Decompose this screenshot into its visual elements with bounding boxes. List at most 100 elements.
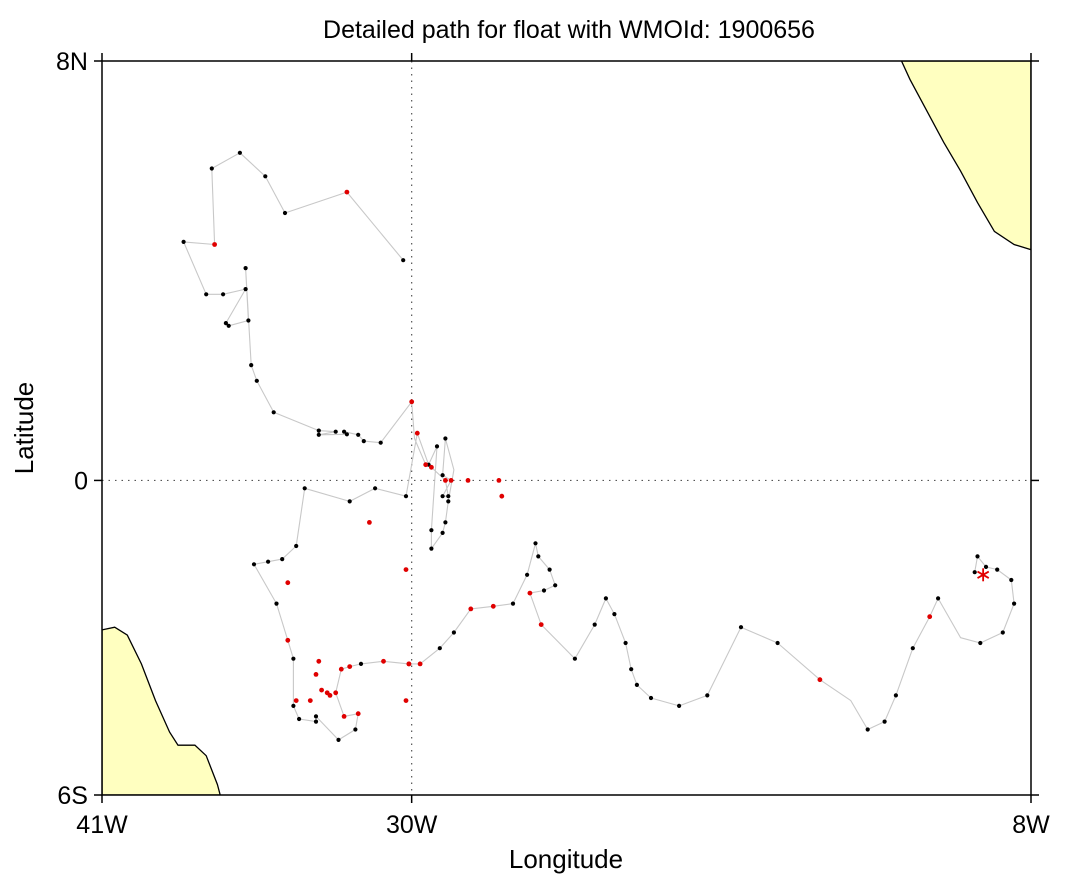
highlighted-profile-point <box>333 690 339 696</box>
profile-point <box>1012 601 1017 606</box>
highlighted-profile-point <box>367 520 372 525</box>
profile-point <box>936 596 941 601</box>
profile-point <box>280 557 285 562</box>
profile-point <box>246 318 251 323</box>
profile-point <box>451 630 456 635</box>
profile-point <box>353 727 358 732</box>
profile-point <box>429 528 434 533</box>
highlighted-profile-point <box>538 622 544 627</box>
land-layer <box>102 61 1031 795</box>
x-axis-label: Longitude <box>509 844 623 874</box>
profile-point <box>978 640 983 646</box>
gridlines <box>102 61 1031 795</box>
highlighted-profile-point <box>448 478 454 483</box>
profile-point <box>274 601 279 606</box>
profile-point <box>623 640 628 646</box>
profile-point <box>263 174 268 179</box>
highlighted-profile-point <box>927 614 933 620</box>
profile-point <box>221 292 226 297</box>
profile-point <box>865 727 870 732</box>
profile-point <box>347 499 352 504</box>
highlighted-profile-point <box>316 658 322 664</box>
profile-point <box>440 494 445 499</box>
highlighted-profile-point <box>490 603 496 609</box>
highlighted-profile-point <box>344 189 350 195</box>
profile-point <box>677 703 682 709</box>
profile-point <box>316 432 321 437</box>
profile-point <box>612 612 617 617</box>
profile-point <box>1000 630 1005 635</box>
profile-point <box>226 323 231 328</box>
highlighted-profile-point <box>212 242 218 247</box>
profile-point <box>251 562 257 567</box>
profile-point <box>1009 577 1014 583</box>
profile-point <box>975 554 980 559</box>
profile-point <box>443 520 448 525</box>
profile-point <box>446 499 451 504</box>
profile-point <box>266 559 271 564</box>
profile-point <box>910 646 915 651</box>
profile-point <box>373 486 378 491</box>
profile-point <box>297 716 302 722</box>
profile-point <box>738 625 744 630</box>
profile-point <box>775 640 780 646</box>
highlighted-profile-point <box>313 672 319 677</box>
highlighted-profile-point <box>465 478 471 483</box>
profile-point <box>356 432 361 437</box>
profile-point <box>271 410 276 415</box>
highlighted-profile-point <box>381 658 386 664</box>
highlighted-profile-point <box>414 430 420 436</box>
profile-point <box>237 150 242 155</box>
profile-point <box>291 703 296 709</box>
profile-point <box>333 429 338 434</box>
profile-point <box>401 258 406 263</box>
profile-point <box>358 661 364 667</box>
profile-point <box>547 567 552 572</box>
profile-point <box>313 714 319 719</box>
profile-point <box>634 682 640 688</box>
highlighted-profile-point <box>429 464 434 470</box>
highlighted-profile-point <box>409 399 415 405</box>
highlighted-profile-point <box>423 462 429 468</box>
last-position-marker <box>977 568 990 582</box>
profile-point <box>313 719 319 724</box>
map-title: Detailed path for float with WMOId: 1900… <box>323 16 815 44</box>
plot-area <box>102 61 1031 795</box>
highlighted-profile-point <box>496 478 502 483</box>
profile-point <box>629 667 634 672</box>
x-tick-label: 8W <box>1012 811 1050 839</box>
highlighted-profile-point <box>307 698 313 703</box>
y-axis-label: Latitude <box>9 382 39 475</box>
highlighted-profile-point <box>403 567 409 572</box>
profile-point <box>983 564 989 570</box>
profile-point <box>282 210 288 216</box>
profile-point <box>572 656 578 661</box>
y-tick-label: 6S <box>57 782 88 810</box>
profile-point <box>533 541 538 546</box>
profile-point <box>648 695 654 701</box>
profile-point <box>204 292 209 297</box>
profile-point <box>995 567 1000 572</box>
profile-point <box>510 601 516 606</box>
land-brazil <box>102 626 221 795</box>
highlighted-profile-points <box>212 189 933 719</box>
profile-point <box>294 543 299 549</box>
profile-point <box>223 321 228 326</box>
profile-point <box>553 583 558 588</box>
highlighted-profile-point <box>347 664 353 669</box>
profile-point <box>440 530 445 536</box>
profile-point <box>541 588 547 593</box>
profile-point <box>316 428 321 433</box>
profile-point <box>429 546 434 551</box>
profile-point <box>603 596 609 601</box>
profile-point <box>893 693 899 698</box>
profile-point <box>525 572 530 577</box>
map-frame <box>101 60 1032 796</box>
highlighted-profile-point <box>817 677 823 683</box>
profile-point <box>361 439 366 444</box>
highlighted-profile-point <box>417 661 423 667</box>
highlighted-profile-point <box>327 693 333 698</box>
x-tick-label: 41W <box>76 811 128 839</box>
x-tick-label: 30W <box>386 811 438 839</box>
